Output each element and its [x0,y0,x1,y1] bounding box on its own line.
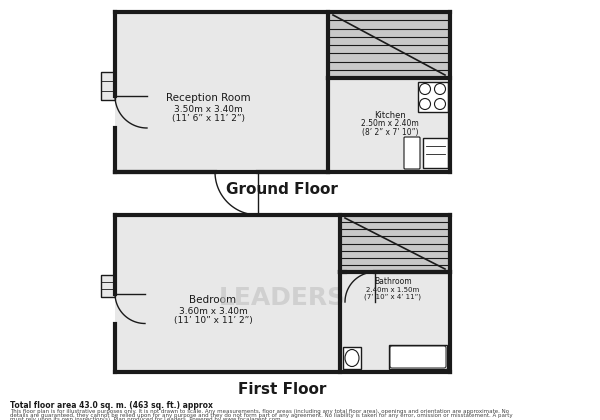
Bar [328,78,450,172]
Text: (7’ 10” x 4’ 11”): (7’ 10” x 4’ 11”) [365,294,421,300]
Ellipse shape [345,349,359,367]
Text: 2.50m x 2.40m: 2.50m x 2.40m [361,120,419,129]
Text: LEADERS: LEADERS [218,286,346,310]
Text: First Floor: First Floor [238,383,326,397]
Text: Bedroom: Bedroom [190,295,236,305]
Bar [340,215,450,272]
Text: Bathroom: Bathroom [374,278,412,286]
Bar [328,12,450,78]
Text: (8’ 2” x 7’ 10”): (8’ 2” x 7’ 10”) [362,128,418,136]
FancyBboxPatch shape [390,346,446,368]
Text: 3.50m x 3.40m: 3.50m x 3.40m [173,105,242,113]
Bar [389,345,447,369]
Bar [340,272,450,372]
Bar [115,215,340,372]
Text: (11’ 10” x 11’ 2”): (11’ 10” x 11’ 2”) [173,317,253,326]
Text: This floor plan is for illustrative purposes only. It is not drawn to scale. Any: This floor plan is for illustrative purp… [10,409,509,414]
Text: details are guaranteed, they cannot be relied upon for any purpose and they do n: details are guaranteed, they cannot be r… [10,412,512,417]
Bar [418,82,448,112]
Text: (11’ 6” x 11’ 2”): (11’ 6” x 11’ 2”) [172,115,245,123]
Bar [101,275,115,297]
Text: 3.60m x 3.40m: 3.60m x 3.40m [179,307,247,315]
FancyBboxPatch shape [404,137,420,169]
Text: must rely upon its own inspection(s). Plan produced for Leaders. Powered by www.: must rely upon its own inspection(s). Pl… [10,417,281,420]
Text: Reception Room: Reception Room [166,93,250,103]
Text: Total floor area 43.0 sq. m. (463 sq. ft.) approx: Total floor area 43.0 sq. m. (463 sq. ft… [10,401,213,410]
Bar [343,347,361,369]
Bar [101,72,115,100]
Text: Kitchen: Kitchen [374,110,406,120]
Text: Ground Floor: Ground Floor [226,183,338,197]
Bar [115,12,328,172]
Text: 2.40m x 1.50m: 2.40m x 1.50m [367,287,419,293]
Bar [423,138,448,168]
